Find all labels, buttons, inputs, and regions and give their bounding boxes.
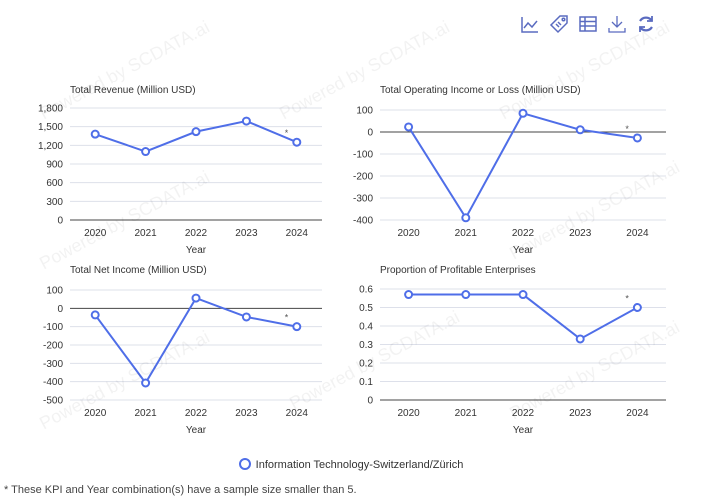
small-sample-asterisk: * xyxy=(625,124,629,134)
download-icon[interactable] xyxy=(607,14,627,34)
y-tick-label: -300 xyxy=(353,194,373,205)
legend[interactable]: Information Technology-Switzerland/Züric… xyxy=(0,458,702,471)
legend-label: Information Technology-Switzerland/Züric… xyxy=(255,459,464,471)
y-tick-label: 0.3 xyxy=(359,340,373,351)
x-tick-label: 2021 xyxy=(134,408,157,419)
data-point xyxy=(575,334,585,344)
chart-title: Proportion of Profitable Enterprises xyxy=(380,265,536,276)
y-tick-label: 0 xyxy=(367,128,373,139)
data-point xyxy=(575,125,585,135)
toolbar xyxy=(520,14,656,34)
small-sample-asterisk: * xyxy=(625,294,629,304)
x-axis-label: Year xyxy=(186,425,207,436)
data-point xyxy=(90,129,100,139)
x-tick-label: 2023 xyxy=(569,228,592,239)
x-tick-label: 2022 xyxy=(185,228,208,239)
data-point xyxy=(141,378,151,388)
data-point xyxy=(141,147,151,157)
x-tick-label: 2020 xyxy=(397,408,420,419)
y-tick-label: -400 xyxy=(43,377,63,388)
data-point xyxy=(241,312,251,322)
x-tick-label: 2020 xyxy=(84,408,107,419)
x-tick-label: 2021 xyxy=(134,228,157,239)
refresh-icon[interactable] xyxy=(636,14,656,34)
y-tick-label: -200 xyxy=(43,341,63,352)
series-line xyxy=(94,120,298,153)
x-tick-label: 2022 xyxy=(185,408,208,419)
y-tick-label: 0.4 xyxy=(359,322,373,333)
footnote: * These KPI and Year combination(s) have… xyxy=(4,484,357,496)
data-point xyxy=(461,290,471,300)
x-axis-label: Year xyxy=(513,425,534,436)
data-point xyxy=(404,122,414,132)
x-tick-label: 2023 xyxy=(569,408,592,419)
y-tick-label: -200 xyxy=(353,172,373,183)
data-point xyxy=(518,108,528,118)
data-point xyxy=(518,290,528,300)
chart-title: Total Net Income (Million USD) xyxy=(70,265,207,276)
x-tick-label: 2022 xyxy=(512,228,535,239)
y-tick-label: 0 xyxy=(57,216,63,227)
y-tick-label: 0 xyxy=(57,304,63,315)
x-axis-label: Year xyxy=(513,245,534,256)
y-tick-label: 100 xyxy=(356,106,373,117)
small-sample-asterisk: * xyxy=(285,128,289,138)
x-tick-label: 2021 xyxy=(455,228,478,239)
tag-icon[interactable] xyxy=(549,14,569,34)
y-tick-label: 0.5 xyxy=(359,303,373,314)
x-axis-label: Year xyxy=(186,245,207,256)
data-point xyxy=(90,310,100,320)
table-icon[interactable] xyxy=(578,14,598,34)
x-tick-label: 2021 xyxy=(455,408,478,419)
y-tick-label: 1,200 xyxy=(38,141,63,152)
legend-marker xyxy=(238,458,251,470)
x-tick-label: 2024 xyxy=(626,408,649,419)
x-tick-label: 2020 xyxy=(397,228,420,239)
data-point xyxy=(461,213,471,223)
series-line xyxy=(407,112,638,220)
series-line xyxy=(408,293,638,341)
x-tick-label: 2024 xyxy=(286,408,309,419)
y-tick-label: 900 xyxy=(46,160,63,171)
y-tick-label: -100 xyxy=(353,150,373,161)
y-tick-label: 300 xyxy=(46,197,63,208)
y-tick-label: 600 xyxy=(46,178,63,189)
x-tick-label: 2023 xyxy=(235,408,258,419)
data-point xyxy=(404,290,414,300)
y-tick-label: 0.6 xyxy=(359,285,373,296)
series-line xyxy=(94,296,297,385)
y-tick-label: 1,800 xyxy=(38,104,63,115)
data-point xyxy=(191,293,201,303)
data-point xyxy=(292,322,302,332)
data-point xyxy=(191,127,201,137)
chart-title: Total Revenue (Million USD) xyxy=(70,85,196,96)
y-tick-label: 100 xyxy=(46,286,63,297)
x-tick-label: 2024 xyxy=(626,228,649,239)
y-tick-label: 0.1 xyxy=(359,377,373,388)
y-tick-label: -400 xyxy=(353,216,373,227)
y-tick-label: 0 xyxy=(367,396,373,407)
data-point xyxy=(632,133,642,143)
y-tick-label: -100 xyxy=(43,322,63,333)
y-tick-label: 1,500 xyxy=(38,122,63,133)
line-chart-icon[interactable] xyxy=(520,14,540,34)
x-tick-label: 2024 xyxy=(286,228,309,239)
data-point xyxy=(632,303,642,312)
y-tick-label: -300 xyxy=(43,359,63,370)
data-point xyxy=(241,116,251,126)
data-point xyxy=(292,137,302,147)
charts-area: Total Revenue (Million USD) 0 300 600 900 1,2… xyxy=(38,85,666,436)
x-tick-label: 2022 xyxy=(512,408,535,419)
x-tick-label: 2020 xyxy=(84,228,107,239)
y-tick-label: 0.2 xyxy=(359,359,373,370)
y-tick-label: -500 xyxy=(43,396,63,407)
chart-title: Total Operating Income or Loss (Million … xyxy=(380,85,581,96)
small-sample-asterisk: * xyxy=(285,313,289,323)
x-tick-label: 2023 xyxy=(235,228,258,239)
